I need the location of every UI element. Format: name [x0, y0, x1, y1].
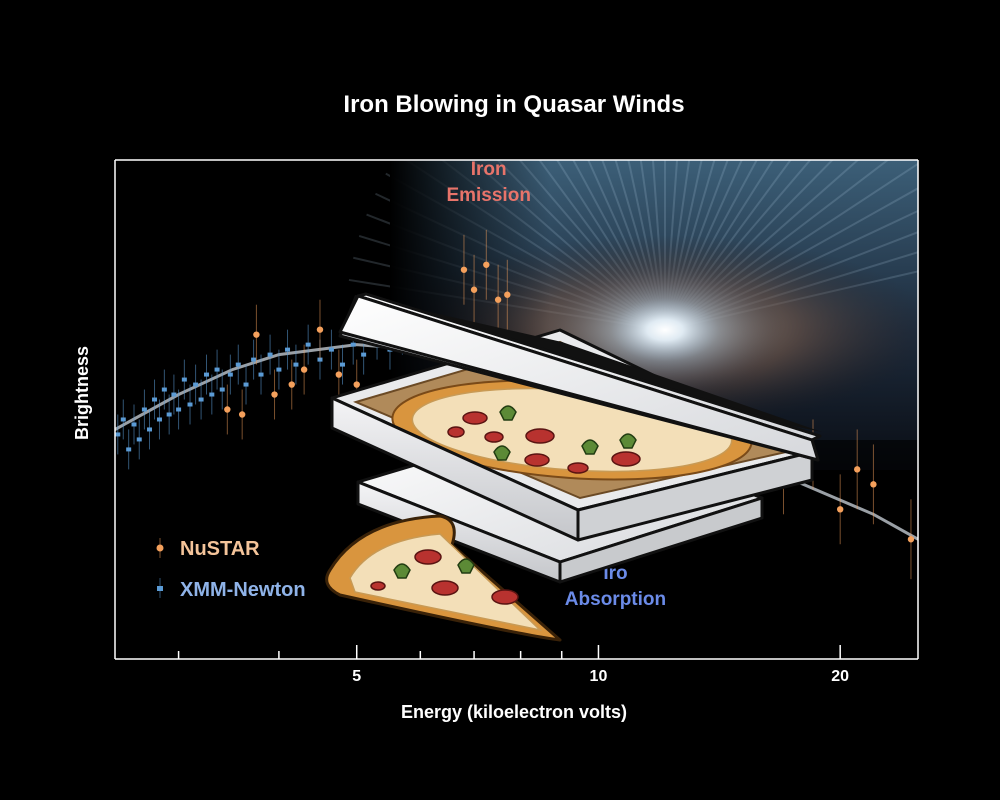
- xmm-point-33: [339, 362, 345, 367]
- x-tick-label-1: 10: [590, 668, 608, 685]
- nustar-point-10: [470, 286, 478, 293]
- nustar-point-5: [300, 366, 308, 373]
- chart-title: Iron Blowing in Quasar Winds: [343, 91, 684, 118]
- xmm-point-5: [141, 407, 147, 412]
- xmm-point-34: [350, 342, 356, 347]
- pizza-slice: [325, 514, 562, 642]
- legend: NuSTAR XMM-Newton: [156, 538, 306, 601]
- xmm-point-1: [120, 417, 126, 422]
- xmm-point-29: [293, 362, 299, 367]
- xmm-point-28: [285, 347, 291, 352]
- nustar-point-17: [836, 506, 844, 513]
- xmm-point-17: [203, 372, 209, 377]
- xmm-point-16: [198, 397, 204, 402]
- xmm-point-15: [193, 382, 199, 387]
- nustar-point-19: [870, 481, 877, 488]
- nustar-point-3: [271, 391, 278, 398]
- nustar-point-7: [335, 371, 343, 378]
- xmm-point-3: [131, 422, 137, 427]
- legend-label-xmm: XMM-Newton: [180, 579, 306, 601]
- x-tick-label-2: 20: [831, 668, 849, 685]
- xmm-point-12: [176, 407, 182, 412]
- xmm-point-13: [181, 377, 187, 382]
- xmm-point-4: [136, 437, 142, 442]
- xmm-point-27: [276, 367, 282, 372]
- nustar-point-4: [288, 381, 295, 388]
- nustar-point-8: [353, 381, 360, 388]
- xmm-point-23: [243, 382, 249, 387]
- xmm-point-19: [214, 367, 220, 372]
- xmm-point-22: [235, 362, 241, 367]
- xmm-point-7: [152, 397, 158, 402]
- xmm-point-26: [267, 352, 273, 357]
- xmm-point-30: [305, 342, 311, 347]
- nustar-point-13: [504, 291, 511, 298]
- xmm-point-32: [328, 347, 334, 352]
- xmm-point-9: [161, 387, 167, 392]
- nustar-point-12: [494, 296, 502, 303]
- nustar-point-11: [483, 261, 490, 268]
- xmm-point-25: [258, 372, 264, 377]
- annotation-1: Iro Absorption: [565, 563, 666, 610]
- nustar-point-1: [238, 411, 246, 418]
- nustar-point-20: [907, 536, 915, 543]
- pizza-toppings: [447, 405, 641, 474]
- xmm-point-21: [227, 372, 233, 377]
- pizza-box-lid: [338, 292, 822, 462]
- annotation-0: Iron Emission: [446, 159, 530, 206]
- xmm-point-35: [361, 352, 367, 357]
- xmm-point-6: [147, 427, 153, 432]
- xmm-point-8: [156, 417, 162, 422]
- x-tick-label-0: 5: [352, 668, 361, 685]
- nustar-point-0: [224, 406, 231, 413]
- nustar-point-6: [316, 326, 324, 333]
- xmm-point-10: [166, 412, 172, 417]
- pizza-box-and-slice-illustration: [325, 292, 822, 642]
- xmm-point-0: [115, 432, 121, 437]
- xmm-point-18: [209, 392, 215, 397]
- nustar-point-18: [853, 466, 861, 473]
- nustar-point-9: [460, 266, 468, 273]
- y-axis-label: Brightness: [72, 346, 92, 440]
- xmm-point-20: [219, 387, 225, 392]
- x-axis-label: Energy (kiloelectron volts): [401, 702, 627, 722]
- legend-label-nustar: NuSTAR: [180, 538, 260, 560]
- xmm-point-14: [187, 402, 193, 407]
- nustar-point-2: [253, 331, 260, 338]
- xmm-point-24: [251, 357, 257, 362]
- xmm-point-2: [126, 447, 132, 452]
- xmm-point-11: [171, 392, 177, 397]
